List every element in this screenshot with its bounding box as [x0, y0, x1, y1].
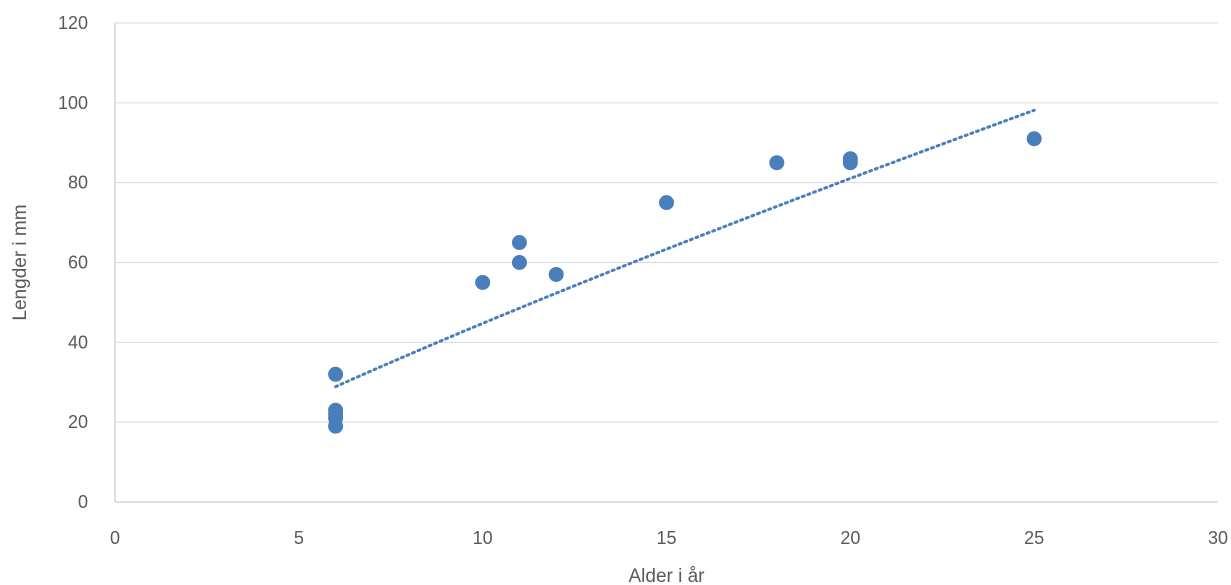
- x-tick-label: 10: [473, 528, 493, 548]
- y-tick-label: 40: [68, 332, 88, 352]
- x-tick-label: 0: [110, 528, 120, 548]
- axes: [114, 23, 1218, 503]
- y-tick-label: 120: [58, 13, 88, 33]
- trendline: [334, 108, 1036, 389]
- data-points: [328, 131, 1042, 434]
- x-tick-label: 15: [656, 528, 676, 548]
- x-tick-label: 25: [1024, 528, 1044, 548]
- y-tick-label: 20: [68, 412, 88, 432]
- x-tick-label: 20: [840, 528, 860, 548]
- data-point: [1026, 131, 1042, 147]
- data-point: [659, 195, 674, 211]
- data-point: [328, 418, 344, 434]
- data-point: [769, 155, 785, 171]
- data-point: [842, 155, 858, 171]
- y-tick-label: 80: [68, 173, 88, 193]
- y-axis-title: Lengder i mm: [10, 204, 31, 320]
- y-tick-label: 100: [58, 93, 88, 113]
- y-tick-label: 0: [78, 492, 88, 512]
- data-point: [328, 366, 344, 382]
- data-point: [511, 235, 527, 251]
- trendline-group: [334, 108, 1036, 389]
- gridlines: [115, 22, 1218, 423]
- tick-labels: 0 20 40 60 80 100 120 0 5 10 15 20 25 30: [58, 13, 1228, 548]
- x-tick-label: 5: [294, 528, 304, 548]
- data-point: [511, 255, 527, 270]
- x-tick-label: 30: [1208, 528, 1228, 548]
- data-point: [475, 274, 491, 290]
- y-tick-label: 60: [68, 253, 88, 273]
- data-point: [548, 266, 564, 282]
- x-axis-title: Alder i år: [628, 566, 705, 585]
